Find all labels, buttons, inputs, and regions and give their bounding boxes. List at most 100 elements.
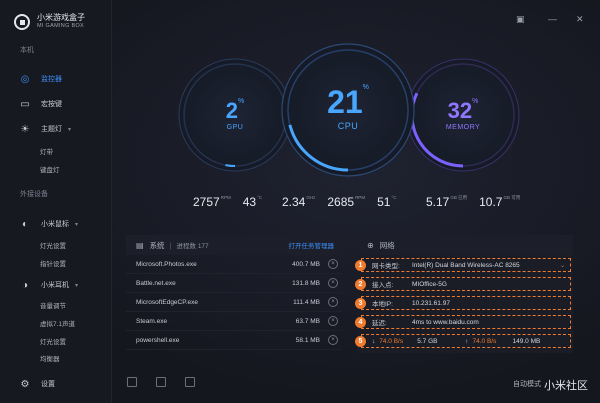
gpu-temperature: 43: [242, 195, 257, 209]
network-value: MIOffice-5G: [412, 280, 447, 288]
window-icon[interactable]: [156, 377, 166, 387]
section-local: 本机: [20, 47, 34, 54]
table-row: powershell.exe 58.1 MB ×: [126, 331, 342, 350]
system-icon: ▤: [136, 240, 144, 250]
cpu-frequency: 2.34: [282, 195, 306, 209]
system-title: 系统: [149, 240, 165, 250]
mouse-icon: ◐: [21, 218, 29, 230]
annotation-badge: 2: [355, 278, 366, 290]
network-label: 本地IP:: [372, 301, 393, 308]
brand-logo-icon: [14, 14, 30, 30]
sidebar-item-headset[interactable]: ◑ 小米耳机 ▾: [0, 276, 112, 294]
cpu-fan-rpm: 2685: [327, 195, 355, 209]
process-memory: 400.7 MB: [292, 260, 320, 268]
download-arrow-icon: ↓: [372, 337, 376, 345]
sidebar-item-hotkey[interactable]: ▭ 宏按键: [0, 95, 112, 113]
gpu-label: GPU: [226, 124, 244, 131]
gpu-stats: 2757 RPM 43 °C: [193, 195, 263, 209]
upload-total: 149.0 MB: [512, 337, 541, 345]
sidebar-sub-mouse-light[interactable]: 灯光设置: [40, 243, 66, 250]
close-icon[interactable]: ✕: [576, 14, 584, 24]
network-row-local-ip: 3 本地IP: 10.231.61.97: [355, 293, 571, 312]
network-value: 10.231.61.97: [412, 299, 450, 307]
chevron-down-icon: ▾: [75, 282, 79, 289]
auto-mode-label[interactable]: 自动模式: [513, 381, 541, 388]
table-row: Microsoft.Photos.exe 400.7 MB ×: [126, 255, 342, 274]
process-name: powershell.exe: [136, 336, 180, 344]
sidebar-sub-mouse-pointer[interactable]: 指针设置: [40, 261, 66, 268]
sidebar-item-mouse[interactable]: ◐ 小米鼠标 ▾: [0, 215, 112, 233]
cpu-stats: 2.34 GHz 2685 RPM 51 °C: [282, 195, 397, 209]
light-icon: ☀: [20, 123, 30, 135]
process-memory: 63.7 MB: [295, 317, 320, 325]
cpu-gauge: [281, 43, 415, 177]
table-row: MicrosoftEdgeCP.exe 111.4 MB ×: [126, 293, 342, 312]
cpu-temperature: 51: [377, 195, 391, 209]
chevron-down-icon: ▾: [68, 126, 72, 133]
end-process-button[interactable]: ×: [328, 278, 338, 288]
feedback-icon[interactable]: ▣: [516, 14, 525, 24]
sidebar-sub-keyboard-light[interactable]: 键盘灯: [40, 167, 60, 174]
memory-available: 10.7: [479, 195, 503, 209]
network-row-latency: 4 延迟: 4ms to www.baidu.com: [355, 312, 571, 331]
headset-icon: ◑: [21, 279, 29, 291]
cpu-value: 21: [327, 84, 363, 120]
sidebar-item-monitor[interactable]: ◎ 监控器: [0, 70, 112, 88]
open-task-manager-link[interactable]: 打开任务管理器: [288, 243, 335, 250]
end-process-button[interactable]: ×: [328, 316, 338, 326]
sidebar: 小米游戏盒子 MI GAMING BOX 本机 ◎ 监控器 ▭ 宏按键 ☀ 主题…: [0, 0, 112, 403]
brand-name-cn: 小米游戏盒子: [37, 13, 85, 22]
sidebar-item-settings[interactable]: ⚙ 设置: [0, 375, 112, 393]
sidebar-item-theme-light[interactable]: ☀ 主题灯 ▾: [0, 120, 112, 138]
process-name: Battle.net.exe: [136, 279, 176, 287]
memory-used: 5.17: [426, 195, 450, 209]
monitor-icon: ◎: [20, 73, 30, 85]
process-name: MicrosoftEdgeCP.exe: [136, 298, 199, 306]
download-total: 5.7 GB: [417, 337, 438, 345]
sidebar-item-label: 宏按键: [41, 101, 62, 108]
process-count: 进程数 177: [176, 243, 209, 250]
end-process-button[interactable]: ×: [328, 259, 338, 269]
system-panel-header: ▤ 系统 | 进程数 177 打开任务管理器: [126, 235, 342, 255]
table-row: Steam.exe 63.7 MB ×: [126, 312, 342, 331]
end-process-button[interactable]: ×: [328, 335, 338, 345]
memory-value: 32: [447, 98, 473, 123]
sidebar-item-label: 监控器: [41, 76, 62, 83]
sidebar-sub-volume[interactable]: 音量调节: [40, 303, 66, 310]
section-external: 外接设备: [20, 191, 48, 198]
sidebar-sub-headset-light[interactable]: 灯光设置: [40, 339, 66, 346]
system-panel: ▤ 系统 | 进程数 177 打开任务管理器 Microsoft.Photos.…: [126, 235, 342, 353]
memory-label: MEMORY: [445, 124, 481, 131]
upload-speed: 74.0 B/s: [472, 337, 497, 345]
watermark-text: 小米社区: [544, 380, 588, 392]
windows-icon[interactable]: [185, 377, 195, 387]
gpu-gauge-arc: [225, 164, 236, 167]
process-name: Steam.exe: [136, 317, 168, 325]
network-value: 4ms to www.baidu.com: [412, 318, 479, 326]
end-process-button[interactable]: ×: [328, 297, 338, 307]
memory-stats: 5.17 GB 已用 10.7 GB 可用: [426, 195, 521, 209]
sidebar-sub-equalizer[interactable]: 均衡器: [40, 356, 60, 363]
minimize-icon[interactable]: —: [548, 14, 557, 24]
process-memory: 131.8 MB: [292, 279, 320, 287]
network-panel-header: ⊕ 网络: [357, 235, 573, 255]
annotation-badge: 3: [355, 297, 366, 309]
network-label: 延迟:: [372, 320, 387, 327]
gpu-value: 2: [225, 98, 238, 123]
process-name: Microsoft.Photos.exe: [136, 260, 197, 268]
chevron-down-icon[interactable]: ⌄: [559, 262, 565, 269]
screenshot-icon[interactable]: [127, 377, 137, 387]
annotation-badge: 1: [355, 259, 366, 271]
sidebar-sub-light-strip[interactable]: 灯带: [40, 149, 53, 156]
network-row-traffic: 5 ↓ 74.0 B/s 5.7 GB ↑ 74.0 B/s 149.0 MB: [355, 331, 571, 350]
cpu-gauge-arc: [288, 124, 349, 172]
keyboard-icon: ▭: [20, 98, 30, 110]
sidebar-sub-virtual-71[interactable]: 虚拟7.1声道: [40, 321, 76, 328]
gear-icon: ⚙: [20, 378, 30, 390]
globe-icon: ⊕: [367, 240, 374, 250]
gpu-readout: 2% GPU: [205, 98, 265, 131]
memory-readout: 32% MEMORY: [428, 98, 498, 131]
network-value: Intel(R) Dual Band Wireless-AC 8265: [412, 261, 520, 269]
